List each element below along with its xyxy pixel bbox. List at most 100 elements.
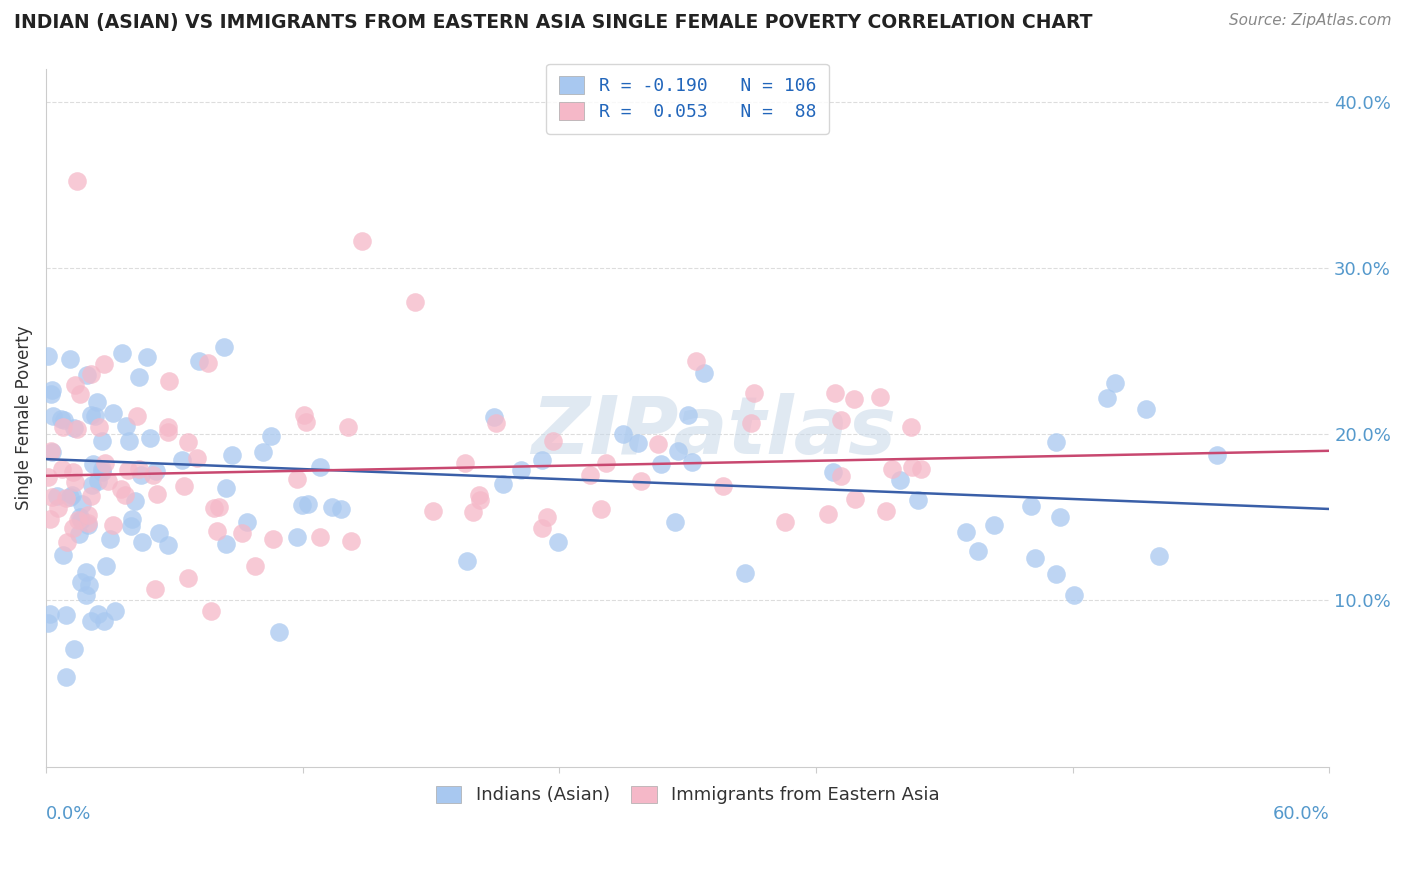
Point [156,420,179,434]
Point [93,357,115,371]
Point [66,513,89,527]
Point [110,345,132,359]
Point [817,507,839,521]
Point [1024,551,1046,566]
Point [80,368,103,382]
Point [685,354,707,368]
Point [77,508,100,523]
Point [39,444,62,458]
Point [541,434,564,449]
Point [882,461,904,475]
Point [1045,567,1067,582]
Point [262,532,284,546]
Point [80,408,103,422]
Point [482,409,505,424]
Point [188,354,211,368]
Point [208,500,231,515]
Point [595,456,617,470]
Point [129,468,152,483]
Point [45,489,67,503]
Text: ZIPatlas: ZIPatlas [531,392,896,470]
Point [58,490,80,504]
Point [650,457,672,471]
Point [80,490,103,504]
Point [52,419,75,434]
Point [37,349,59,363]
Point [59,352,82,367]
Point [67,527,90,541]
Point [252,444,274,458]
Point [844,492,866,507]
Point [75,566,97,580]
Point [740,417,762,431]
Point [454,457,477,471]
Text: 0.0%: 0.0% [46,805,91,823]
Point [983,518,1005,533]
Point [536,509,558,524]
Point [775,516,797,530]
Point [136,350,159,364]
Text: INDIAN (ASIAN) VS IMMIGRANTS FROM EASTERN ASIA SINGLE FEMALE POVERTY CORRELATION: INDIAN (ASIAN) VS IMMIGRANTS FROM EASTER… [14,13,1092,32]
Point [212,340,235,354]
Point [65,421,87,435]
Point [115,419,138,434]
Point [157,425,180,440]
Point [681,455,703,469]
Point [285,472,308,486]
Point [139,431,162,445]
Y-axis label: Single Female Poverty: Single Female Poverty [15,326,32,510]
Point [235,515,257,529]
Point [875,504,897,518]
Point [70,513,93,527]
Point [94,456,117,470]
Point [70,498,93,512]
Point [90,462,112,476]
Point [103,406,125,420]
Point [1104,376,1126,391]
Point [76,516,98,530]
Point [666,444,689,458]
Point [82,457,104,471]
Point [456,553,478,567]
Point [110,482,132,496]
Point [422,504,444,518]
Point [869,391,891,405]
Point [114,488,136,502]
Point [509,462,531,476]
Point [200,604,222,618]
Text: Source: ZipAtlas.com: Source: ZipAtlas.com [1229,13,1392,29]
Point [329,501,352,516]
Point [910,461,932,475]
Point [97,474,120,488]
Point [678,408,700,422]
Point [821,466,844,480]
Point [291,498,314,512]
Point [39,512,62,526]
Point [62,521,84,535]
Point [60,488,83,502]
Point [48,501,70,516]
Point [157,538,180,552]
Point [75,588,97,602]
Point [215,481,238,495]
Point [177,571,200,585]
Point [205,524,228,538]
Point [900,420,922,434]
Point [1147,549,1170,564]
Point [87,420,110,434]
Text: 60.0%: 60.0% [1272,805,1329,823]
Point [98,533,121,547]
Point [1063,588,1085,602]
Point [901,460,924,475]
Point [308,531,330,545]
Point [117,463,139,477]
Point [468,487,491,501]
Point [51,461,73,475]
Point [350,234,373,248]
Point [69,574,91,589]
Point [1045,434,1067,449]
Point [103,517,125,532]
Point [231,526,253,541]
Point [90,434,112,448]
Point [37,470,59,484]
